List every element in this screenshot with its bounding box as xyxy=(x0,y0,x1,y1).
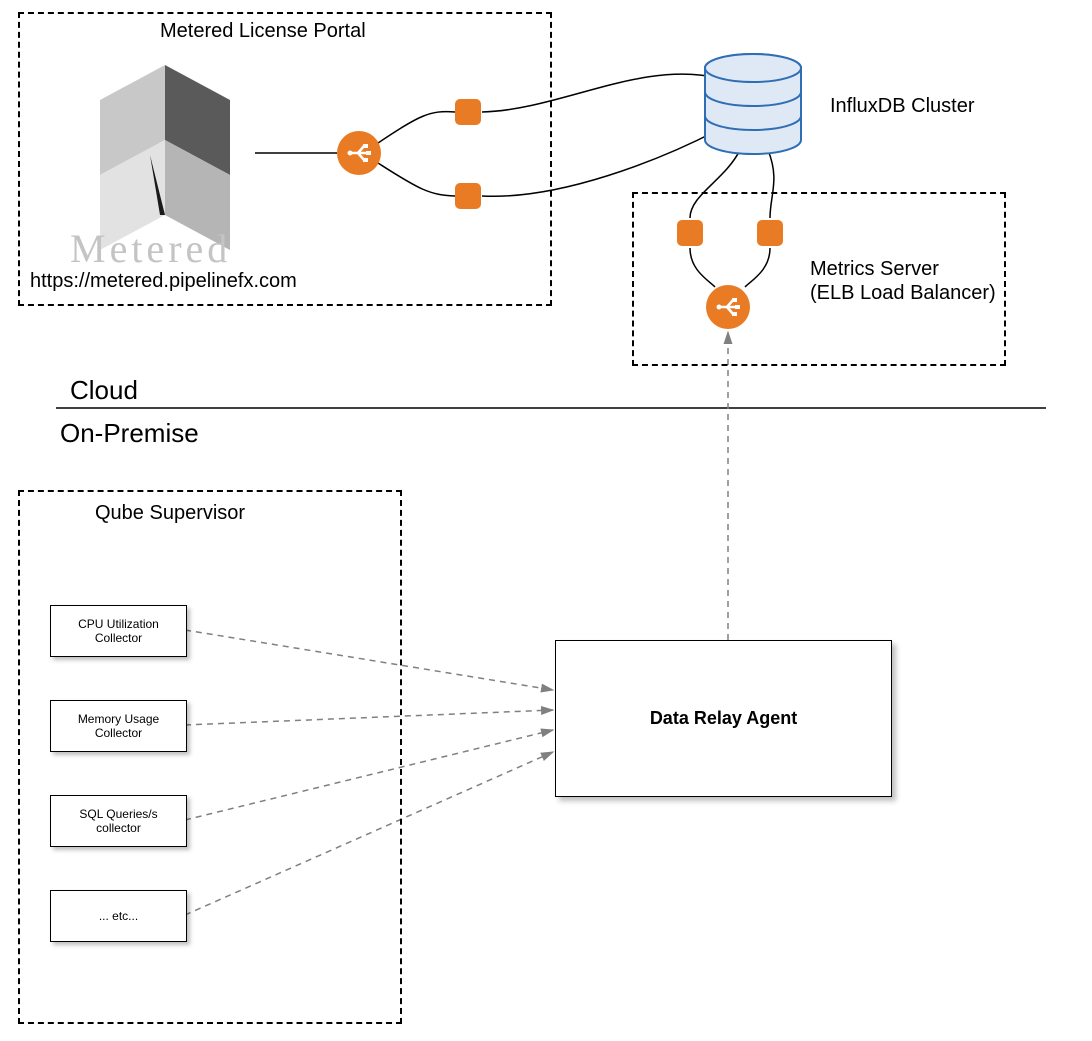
collector-box: Memory UsageCollector xyxy=(50,700,187,752)
supervisor-title: Qube Supervisor xyxy=(95,502,245,525)
diagram-canvas: Metered License Portal Metered https://m… xyxy=(0,0,1092,1041)
portal-logo-text: Metered xyxy=(70,225,231,272)
elb-icon-portal xyxy=(337,131,381,175)
collector-box: ... etc... xyxy=(50,890,187,942)
node-square-icon xyxy=(677,220,703,246)
onpremise-label: On-Premise xyxy=(60,418,199,449)
collector-label: ... etc... xyxy=(99,909,138,923)
node-square-icon xyxy=(757,220,783,246)
elb-icon-metrics xyxy=(706,285,750,329)
supervisor-box xyxy=(18,490,402,1024)
collector-label: CPU UtilizationCollector xyxy=(78,617,159,646)
collector-box: SQL Queries/scollector xyxy=(50,795,187,847)
collector-label: SQL Queries/scollector xyxy=(79,807,157,836)
relay-agent-box: Data Relay Agent xyxy=(555,640,892,797)
influxdb-cylinder xyxy=(705,54,801,154)
metrics-label-1: Metrics Server xyxy=(810,258,939,281)
influxdb-label: InfluxDB Cluster xyxy=(830,95,975,118)
portal-url: https://metered.pipelinefx.com xyxy=(30,270,297,293)
portal-title: Metered License Portal xyxy=(160,20,366,43)
cloud-label: Cloud xyxy=(70,375,138,406)
relay-label: Data Relay Agent xyxy=(650,708,797,729)
node-square-icon xyxy=(455,183,481,209)
node-square-icon xyxy=(455,99,481,125)
metrics-label-2: (ELB Load Balancer) xyxy=(810,282,996,305)
collector-label: Memory UsageCollector xyxy=(78,712,159,741)
collector-box: CPU UtilizationCollector xyxy=(50,605,187,657)
